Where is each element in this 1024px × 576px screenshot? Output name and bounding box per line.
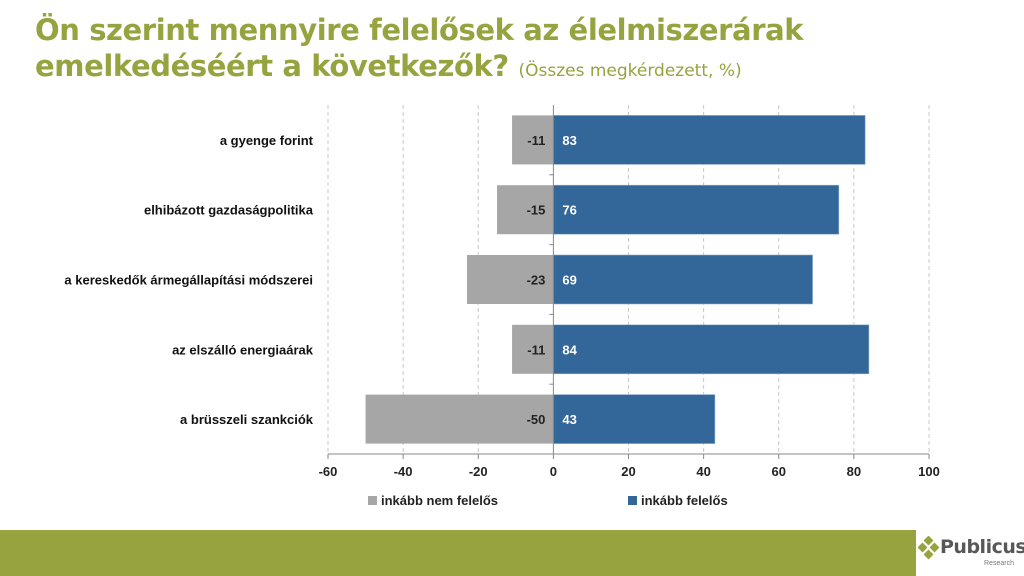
data-label-responsible: 43 [562, 412, 576, 427]
title-subtitle: (Összes megkérdezett, %) [518, 61, 742, 81]
bar-not-responsible [512, 324, 554, 374]
data-label-not-responsible: -11 [527, 342, 545, 357]
bar-responsible [553, 184, 840, 235]
data-label-not-responsible: -50 [527, 412, 546, 427]
bars: -11 83 -15 76 -23 69 -11 84 -50 43 [365, 115, 870, 444]
x-axis: -60 -40 -20 0 20 40 60 80 100 [319, 105, 940, 479]
x-tick-label: 20 [621, 464, 635, 479]
category-label: a gyenge forint [220, 133, 314, 148]
x-tick-label: -60 [319, 464, 338, 479]
bar-responsible [553, 115, 866, 165]
logo-text: Publicus [940, 536, 1024, 558]
diamond-logo-icon [918, 536, 940, 560]
bar-not-responsible [512, 115, 554, 165]
data-label-responsible: 69 [562, 273, 576, 288]
x-tick-label: 80 [847, 464, 861, 479]
data-label-not-responsible: -11 [527, 133, 545, 148]
data-label-not-responsible: -15 [527, 203, 546, 218]
x-tick-label: 60 [772, 464, 786, 479]
title-main: Ön szerint mennyire felelősek az élelmis… [35, 13, 804, 83]
x-tick-label: -20 [469, 464, 488, 479]
x-tick-label: 0 [550, 464, 557, 479]
legend-swatch [368, 496, 377, 505]
diverging-bar-chart: -11 83 -15 76 -23 69 -11 84 -50 43 -60 -40 -20 0 20 40… [64, 105, 940, 479]
legend-swatch [628, 496, 637, 505]
x-tick-label: 100 [918, 464, 940, 479]
data-label-responsible: 84 [562, 342, 577, 357]
bar-responsible [553, 324, 870, 375]
bar-responsible [553, 394, 716, 444]
legend-item-not-responsible: inkább nem felelős [368, 493, 498, 508]
data-label-responsible: 76 [562, 203, 576, 218]
x-tick-label: 40 [696, 464, 710, 479]
publicus-logo: Publicus Research [918, 534, 1024, 574]
x-tick-label: -40 [394, 464, 413, 479]
legend-label: inkább nem felelős [381, 493, 499, 508]
bar-not-responsible [497, 185, 554, 235]
legend-label: inkább felelős [641, 493, 728, 508]
legend-item-responsible: inkább felelős [628, 493, 728, 508]
data-label-responsible: 83 [562, 133, 576, 148]
bar-responsible [553, 254, 813, 305]
page-title: Ön szerint mennyire felelősek az élelmis… [35, 12, 995, 89]
category-label: a brüsszeli szankciók [180, 412, 314, 427]
footer-bar [0, 530, 916, 576]
bar-not-responsible [466, 255, 554, 304]
category-label: az elszálló energiaárak [172, 342, 314, 357]
data-label-not-responsible: -23 [527, 273, 546, 288]
bar-not-responsible [365, 394, 554, 444]
category-labels: a gyenge forint elhibázott gazdaságpoliti… [64, 133, 313, 427]
category-label: a kereskedők ármegállapítási módszerei [64, 273, 313, 288]
logo-subtext: Research [984, 560, 1014, 567]
category-label: elhibázott gazdaságpolitika [144, 203, 314, 218]
